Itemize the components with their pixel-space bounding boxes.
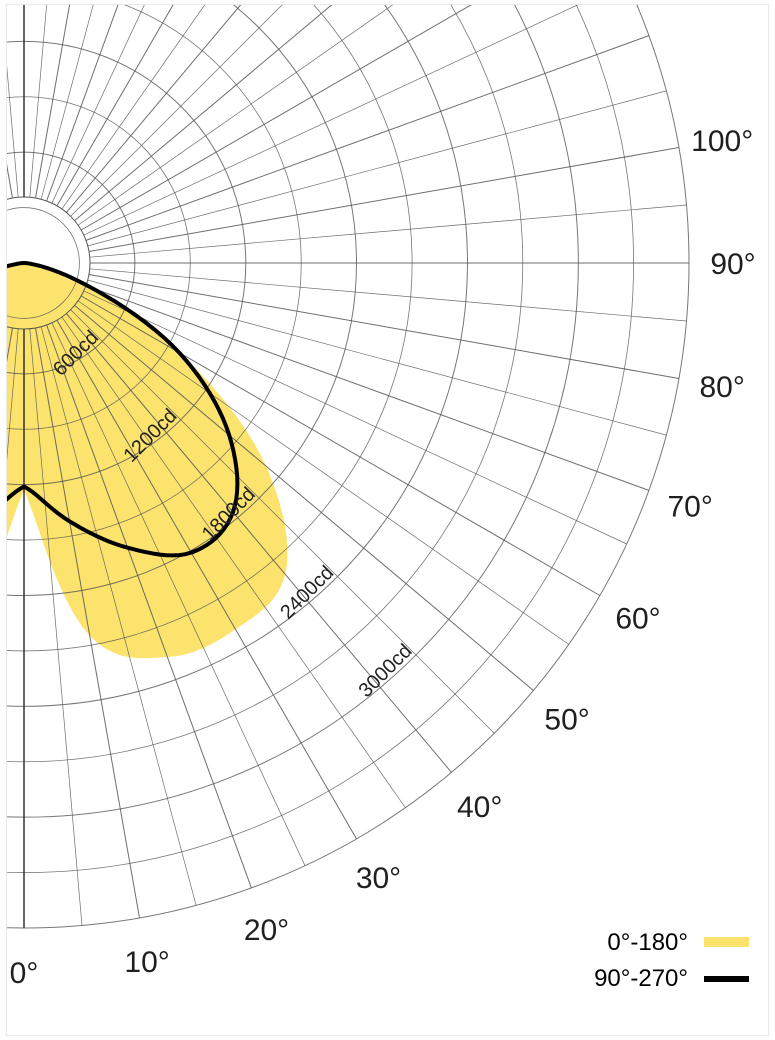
grid-spoke-165	[40, 5, 94, 200]
grid-spoke-115	[83, 5, 579, 236]
grid-spoke-65	[83, 290, 627, 545]
angle-label-10: 10°	[124, 946, 169, 979]
grid-spoke-75	[87, 279, 667, 436]
grid-spoke-30	[56, 319, 357, 840]
grid-spoke-50	[74, 305, 534, 691]
legend-label-1: 90°-270°	[594, 965, 688, 992]
grid-spoke-160	[46, 5, 119, 202]
angle-label-30: 30°	[356, 862, 401, 895]
grid-spoke-55	[77, 300, 569, 645]
grid-spoke-130	[74, 5, 333, 221]
grid-spoke-175	[29, 5, 47, 198]
grid-spoke-135	[70, 5, 283, 217]
angle-label-50: 50°	[544, 704, 589, 737]
legend-swatch-fill	[704, 937, 749, 947]
grid-spoke-15	[40, 326, 197, 906]
grid-spoke-80	[88, 274, 679, 379]
grid-spoke-95	[89, 204, 687, 258]
grid-spoke-20	[46, 324, 252, 889]
series-line-90-270	[7, 261, 240, 558]
grid-spoke-60	[80, 295, 601, 596]
grid-spoke-10	[35, 327, 140, 918]
grid-spoke-145	[61, 5, 206, 210]
grid-spoke-155	[51, 5, 145, 204]
grid-spoke-170	[35, 5, 71, 199]
chart-frame	[6, 4, 769, 1036]
grid-spoke-185	[7, 65, 19, 198]
grid-spoke-150	[56, 5, 174, 207]
grid-spoke-25	[51, 322, 306, 866]
angle-label-80: 80°	[700, 371, 745, 404]
grid-spoke-40	[66, 313, 452, 773]
series-fill-0-180	[7, 263, 288, 659]
angle-label-90: 90°	[710, 248, 755, 281]
grid-spoke-45	[70, 309, 495, 734]
legend-swatch-line	[704, 976, 749, 982]
grid-spoke-105	[87, 90, 667, 247]
grid-spoke-340	[0, 325, 1, 888]
grid-spoke-85	[89, 268, 687, 322]
angle-label-100: 100°	[691, 125, 753, 158]
grid-spoke-140	[66, 5, 242, 213]
angle-label-20: 20°	[244, 914, 289, 947]
grid-spoke-190	[7, 163, 13, 199]
grid-spoke-120	[80, 5, 472, 231]
grid-spoke-100	[88, 147, 679, 252]
grid-spoke-110	[85, 35, 650, 241]
angle-label-0: 0°	[10, 957, 39, 990]
angle-label-70: 70°	[668, 491, 713, 524]
angle-label-40: 40°	[457, 791, 502, 824]
legend-label-0: 0°-180°	[607, 929, 688, 956]
grid-spoke-195	[7, 198, 8, 200]
grid-spoke-5	[29, 328, 83, 926]
series-layer	[7, 263, 288, 659]
ring-label-3000: 3000cd	[355, 640, 417, 702]
angle-label-60: 60°	[615, 603, 660, 636]
grid-spoke-355	[7, 328, 19, 461]
grid-spoke-70	[85, 285, 650, 491]
grid-spoke-125	[77, 5, 394, 226]
grid-spoke-200	[0, 0, 1, 201]
series-line-layer	[7, 261, 240, 558]
grid-spoke-35	[61, 316, 406, 808]
grid-spoke-345	[7, 326, 8, 328]
legend: 0°-180° 90°-270°	[594, 929, 749, 992]
grid-ring-300	[7, 207, 80, 319]
